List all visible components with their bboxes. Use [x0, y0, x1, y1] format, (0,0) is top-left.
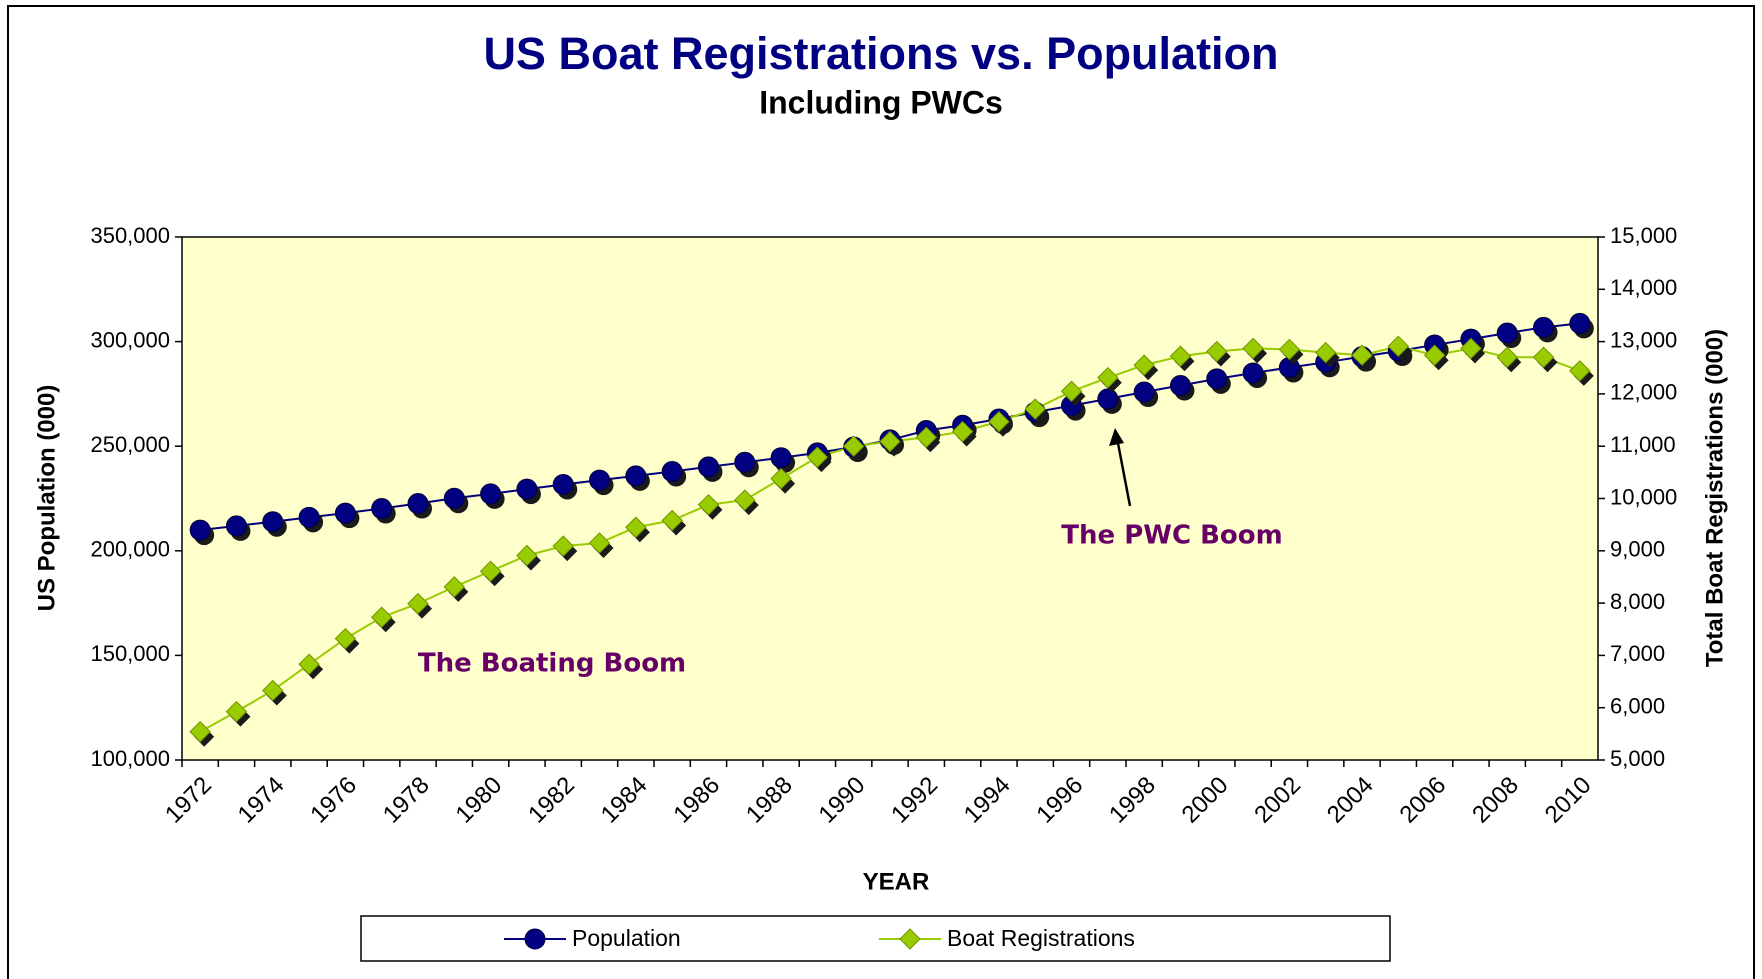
y2-tick-label: 12,000 [1610, 380, 1677, 405]
y-axis-title: US Population (000) [33, 385, 60, 612]
marker [189, 519, 211, 541]
chart-title: US Boat Registrations vs. Population [483, 28, 1278, 79]
marker [225, 515, 247, 537]
legend-marker [524, 928, 546, 950]
marker [625, 516, 647, 538]
marker [334, 627, 357, 650]
marker [1460, 337, 1482, 360]
marker [734, 451, 756, 473]
legend-label: Boat Registrations [947, 925, 1135, 951]
marker [1278, 338, 1301, 361]
marker [1351, 344, 1373, 366]
marker [298, 653, 320, 675]
marker [371, 498, 393, 520]
marker [262, 511, 284, 533]
y-tick-label: 250,000 [90, 432, 170, 457]
marker [588, 532, 611, 554]
annotation: The Boating Boom [418, 649, 686, 679]
marker [552, 535, 574, 557]
annotation-arrowhead [1109, 428, 1124, 446]
marker [1206, 340, 1228, 363]
marker [1387, 335, 1410, 358]
marker [225, 700, 248, 723]
marker [1496, 346, 1518, 368]
marker [1569, 360, 1591, 382]
marker [480, 483, 502, 505]
marker [1242, 362, 1264, 384]
marker [516, 544, 538, 567]
marker [407, 493, 429, 515]
marker [770, 467, 792, 490]
annotation-arrow [1115, 437, 1132, 507]
marker [1496, 322, 1518, 344]
marker [697, 494, 720, 516]
marker [1533, 316, 1555, 338]
marker [1169, 375, 1191, 397]
y2-tick-label: 9,000 [1610, 537, 1665, 562]
marker [1133, 354, 1155, 376]
y-tick-label: 200,000 [90, 537, 170, 562]
y-tick-label: 100,000 [90, 746, 170, 771]
marker [334, 502, 356, 524]
marker [1133, 381, 1155, 403]
y2-tick-label: 8,000 [1610, 589, 1665, 614]
marker [1242, 337, 1264, 360]
marker [589, 469, 611, 491]
marker [189, 721, 211, 743]
marker [552, 473, 574, 495]
marker [1169, 345, 1192, 367]
marker [770, 447, 792, 469]
marker [697, 456, 719, 478]
marker [1060, 380, 1083, 402]
marker [1206, 368, 1228, 390]
legend-label: Population [572, 925, 681, 951]
marker [1569, 312, 1591, 334]
marker [734, 489, 756, 511]
y2-tick-label: 14,000 [1610, 275, 1677, 300]
y2-tick-label: 15,000 [1610, 223, 1677, 248]
y2-tick-label: 6,000 [1610, 694, 1665, 719]
marker [1314, 341, 1337, 364]
x-axis-title: YEAR [863, 868, 930, 895]
y-tick-label: 150,000 [90, 641, 170, 666]
marker [1024, 398, 1046, 420]
marker [915, 426, 938, 449]
marker [661, 509, 683, 532]
marker [370, 606, 393, 628]
plot-area [181, 236, 1599, 761]
marker [443, 576, 466, 598]
marker [1423, 344, 1446, 366]
marker [661, 461, 683, 483]
y2-tick-label: 5,000 [1610, 746, 1665, 771]
marker [806, 446, 829, 468]
marker [1097, 366, 1119, 389]
y2-tick-label: 10,000 [1610, 484, 1677, 509]
chart-subtitle: Including PWCs [759, 84, 1003, 120]
y-tick-label: 350,000 [90, 223, 170, 248]
marker [262, 679, 284, 702]
marker [842, 435, 865, 457]
y2-tick-label: 11,000 [1610, 432, 1676, 457]
marker [443, 487, 465, 509]
marker [298, 506, 320, 528]
marker [1532, 346, 1555, 368]
marker [625, 465, 647, 487]
marker [988, 410, 1010, 433]
annotation: The PWC Boom [1061, 521, 1282, 551]
marker [407, 592, 429, 615]
y2-tick-label: 13,000 [1610, 327, 1677, 352]
legend-marker [899, 928, 921, 950]
y2-axis-title: Total Boat Registrations (000) [1701, 329, 1728, 667]
marker [951, 420, 974, 443]
y-tick-label: 300,000 [90, 327, 170, 352]
marker [479, 560, 502, 582]
marker [879, 430, 901, 453]
y2-tick-label: 7,000 [1610, 641, 1665, 666]
marker [516, 478, 538, 500]
marker [1097, 388, 1119, 410]
